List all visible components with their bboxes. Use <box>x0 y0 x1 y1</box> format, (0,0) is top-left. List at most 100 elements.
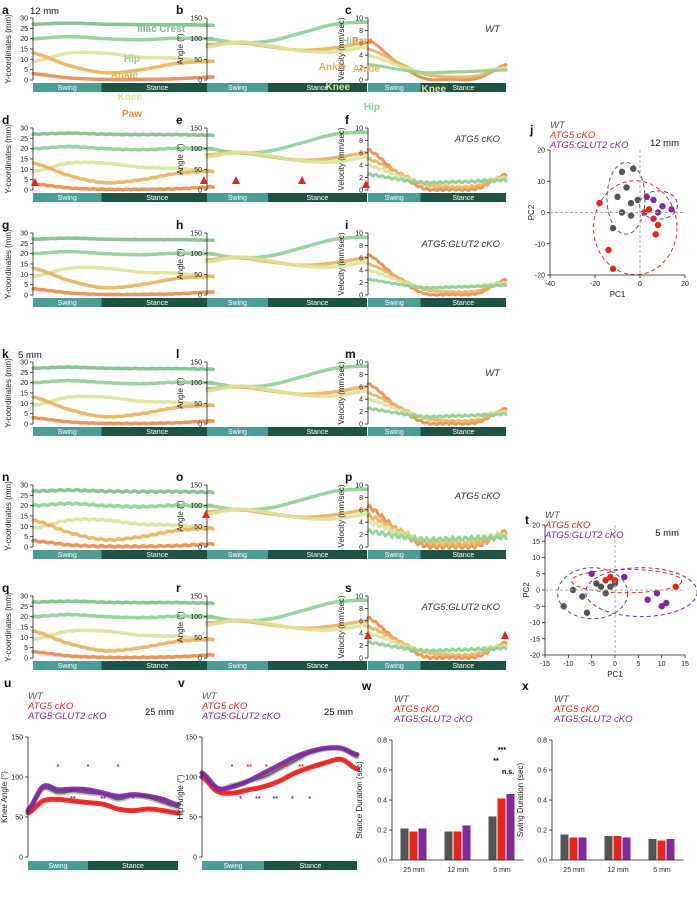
event-marker-5 <box>202 510 210 518</box>
x-bar-0-0 <box>560 834 569 860</box>
k-vel-swing-label: Swing <box>385 429 404 436</box>
event-marker-0 <box>31 178 39 186</box>
k-vel-stance-bar <box>420 427 506 436</box>
pca-t-ellipse-2 <box>585 567 697 618</box>
q-ycoord-ytick-label: 20 <box>20 614 28 621</box>
a-ycoord-swing-label: Swing <box>58 85 77 92</box>
panel-label-i: i <box>345 218 348 232</box>
n-ycoord-ytick-label: 20 <box>20 503 28 510</box>
n-angle-swing-label: Swing <box>228 552 247 559</box>
u-line-ytick-label: 50 <box>15 815 23 822</box>
n-vel-swing-bar <box>368 550 421 559</box>
w-sig-2: n.s. <box>502 769 514 776</box>
x-bar-ytick-label: 0.6 <box>537 768 547 775</box>
k-angle-ytick-label: 100 <box>190 380 202 387</box>
n-angle-stance-label: Stance <box>307 552 329 559</box>
n-angle-ytick-label: 50 <box>194 524 202 531</box>
a-angle-swing-label: Swing <box>228 85 247 92</box>
n-vel-ytick-label: 10 <box>355 483 363 490</box>
k-ycoord-paw-line <box>31 415 215 426</box>
a-ycoord-ytick-label: 0 <box>24 78 28 85</box>
v-sig-10: * <box>317 764 320 771</box>
q-angle-stance-label: Stance <box>307 663 329 670</box>
v-sig-6: *** <box>280 764 288 771</box>
pca-j-ytick-label: 20 <box>537 148 545 155</box>
d-angle-ytick-label: 150 <box>190 126 202 133</box>
k-ycoord-swing-bar <box>33 427 102 436</box>
pca-j-point-2-1 <box>659 203 666 210</box>
d-ycoord-stance-bar <box>101 193 213 202</box>
x-cat-2: 5 mm <box>653 867 671 874</box>
u-stance-label: Stance <box>122 863 144 870</box>
g-ycoord-swing-bar <box>33 298 102 307</box>
pca-j-point-0-1 <box>630 165 637 172</box>
k-ycoord-ytick-label: 10 <box>20 401 28 408</box>
k-vel-ytick-label: 10 <box>355 360 363 367</box>
pca-j-legend-glut2: ATG5:GLUT2 cKO <box>549 140 629 151</box>
q-angle-ytick-label: 100 <box>190 614 202 621</box>
panel-label-m: m <box>345 347 356 361</box>
n-vel-ytick-label: 8 <box>359 495 363 502</box>
k-vel-stance-label: Stance <box>452 429 474 436</box>
k-angle-swing-bar <box>207 427 268 436</box>
q-ycoord-ytick-label: 25 <box>20 604 28 611</box>
g-vel-ytick-label: 8 <box>359 243 363 250</box>
a-vel-stance-label: Stance <box>452 85 474 92</box>
g-ycoord-hip-line <box>31 249 215 257</box>
g-vel-hip-line <box>366 277 508 290</box>
a-ycoord-ankle-line <box>31 51 215 75</box>
g-genotype-title: ATG5:GLUT2 cKO <box>421 239 501 250</box>
n-vel-swing-label: Swing <box>385 552 404 559</box>
panel-label-f: f <box>345 113 350 127</box>
q-angle-swing-label: Swing <box>228 663 247 670</box>
q-ycoord-ylabel: Y-coordinates (mm) <box>4 592 13 662</box>
q-ycoord-iliac_crest-line <box>31 599 215 606</box>
x-bar-ylabel: Swing Duration (sec) <box>516 763 525 838</box>
pca-t-ytick-label: 5 <box>536 571 540 578</box>
a-angle-ylabel: Angle (°) <box>176 33 185 65</box>
q-vel-ylabel: Velocity (mm/sec) <box>337 595 346 658</box>
k-vel-hip-line <box>366 406 508 420</box>
x-legend-glut2: ATG5:GLUT2 cKO <box>553 714 633 725</box>
q-ycoord-ytick-label: 5 <box>24 645 28 652</box>
d-ycoord-stance-label: Stance <box>146 195 168 202</box>
joint-label-1: Hip <box>124 54 140 65</box>
d-vel-ytick-label: 0 <box>359 188 363 195</box>
n-vel-stance-label: Stance <box>452 552 474 559</box>
panel-label-b: b <box>176 3 183 17</box>
k-angle-ytick-label: 150 <box>190 360 202 367</box>
a-ycoord-paw-line <box>31 72 215 82</box>
k-vel-ytick-label: 4 <box>359 397 363 404</box>
d-ycoord-swing-label: Swing <box>58 195 77 202</box>
pca-t-ellipse-1 <box>571 568 683 594</box>
n-ycoord-ytick-label: 25 <box>20 493 28 500</box>
size-12mm-label: 12 mm <box>30 6 59 17</box>
d-vel-stance-label: Stance <box>452 195 474 202</box>
pca-t-point-0-4 <box>597 583 605 590</box>
k-angle-stance-label: Stance <box>307 429 329 436</box>
w-cat-2: 5 mm <box>493 867 511 874</box>
a-angle-stance-bar <box>267 83 367 92</box>
pca-j-point-0-7 <box>609 224 617 232</box>
w-bar-ytick-label: 0.0 <box>377 858 387 865</box>
n-vel-ytick-label: 2 <box>359 532 363 539</box>
a-angle-swing-bar <box>207 83 268 92</box>
n-ycoord-ytick-label: 10 <box>20 524 28 531</box>
u-stance-bar <box>88 861 178 870</box>
q-vel-ytick-label: 8 <box>359 606 363 613</box>
d-ycoord-ytick-label: 25 <box>20 136 28 143</box>
pca-j-legend-wt: WT <box>550 120 566 131</box>
k-vel-ytick-label: 2 <box>359 409 363 416</box>
g-vel-ytick-label: 0 <box>359 293 363 300</box>
joint-label-11: Hip <box>364 102 380 113</box>
d-angle-ytick-label: 50 <box>194 167 202 174</box>
panel-label-p: p <box>345 470 352 484</box>
a-ycoord-iliac_crest-line <box>31 21 215 27</box>
a-vel-swing-label: Swing <box>385 85 404 92</box>
g-ycoord-ytick-label: 30 <box>20 231 28 238</box>
x-bar-ytick-label: 0.0 <box>537 858 547 865</box>
panel-label-g: g <box>2 218 9 232</box>
d-ycoord-ankle-line <box>31 161 215 185</box>
x-cat-1: 12 mm <box>607 867 629 874</box>
panel-label-n: n <box>2 470 9 484</box>
